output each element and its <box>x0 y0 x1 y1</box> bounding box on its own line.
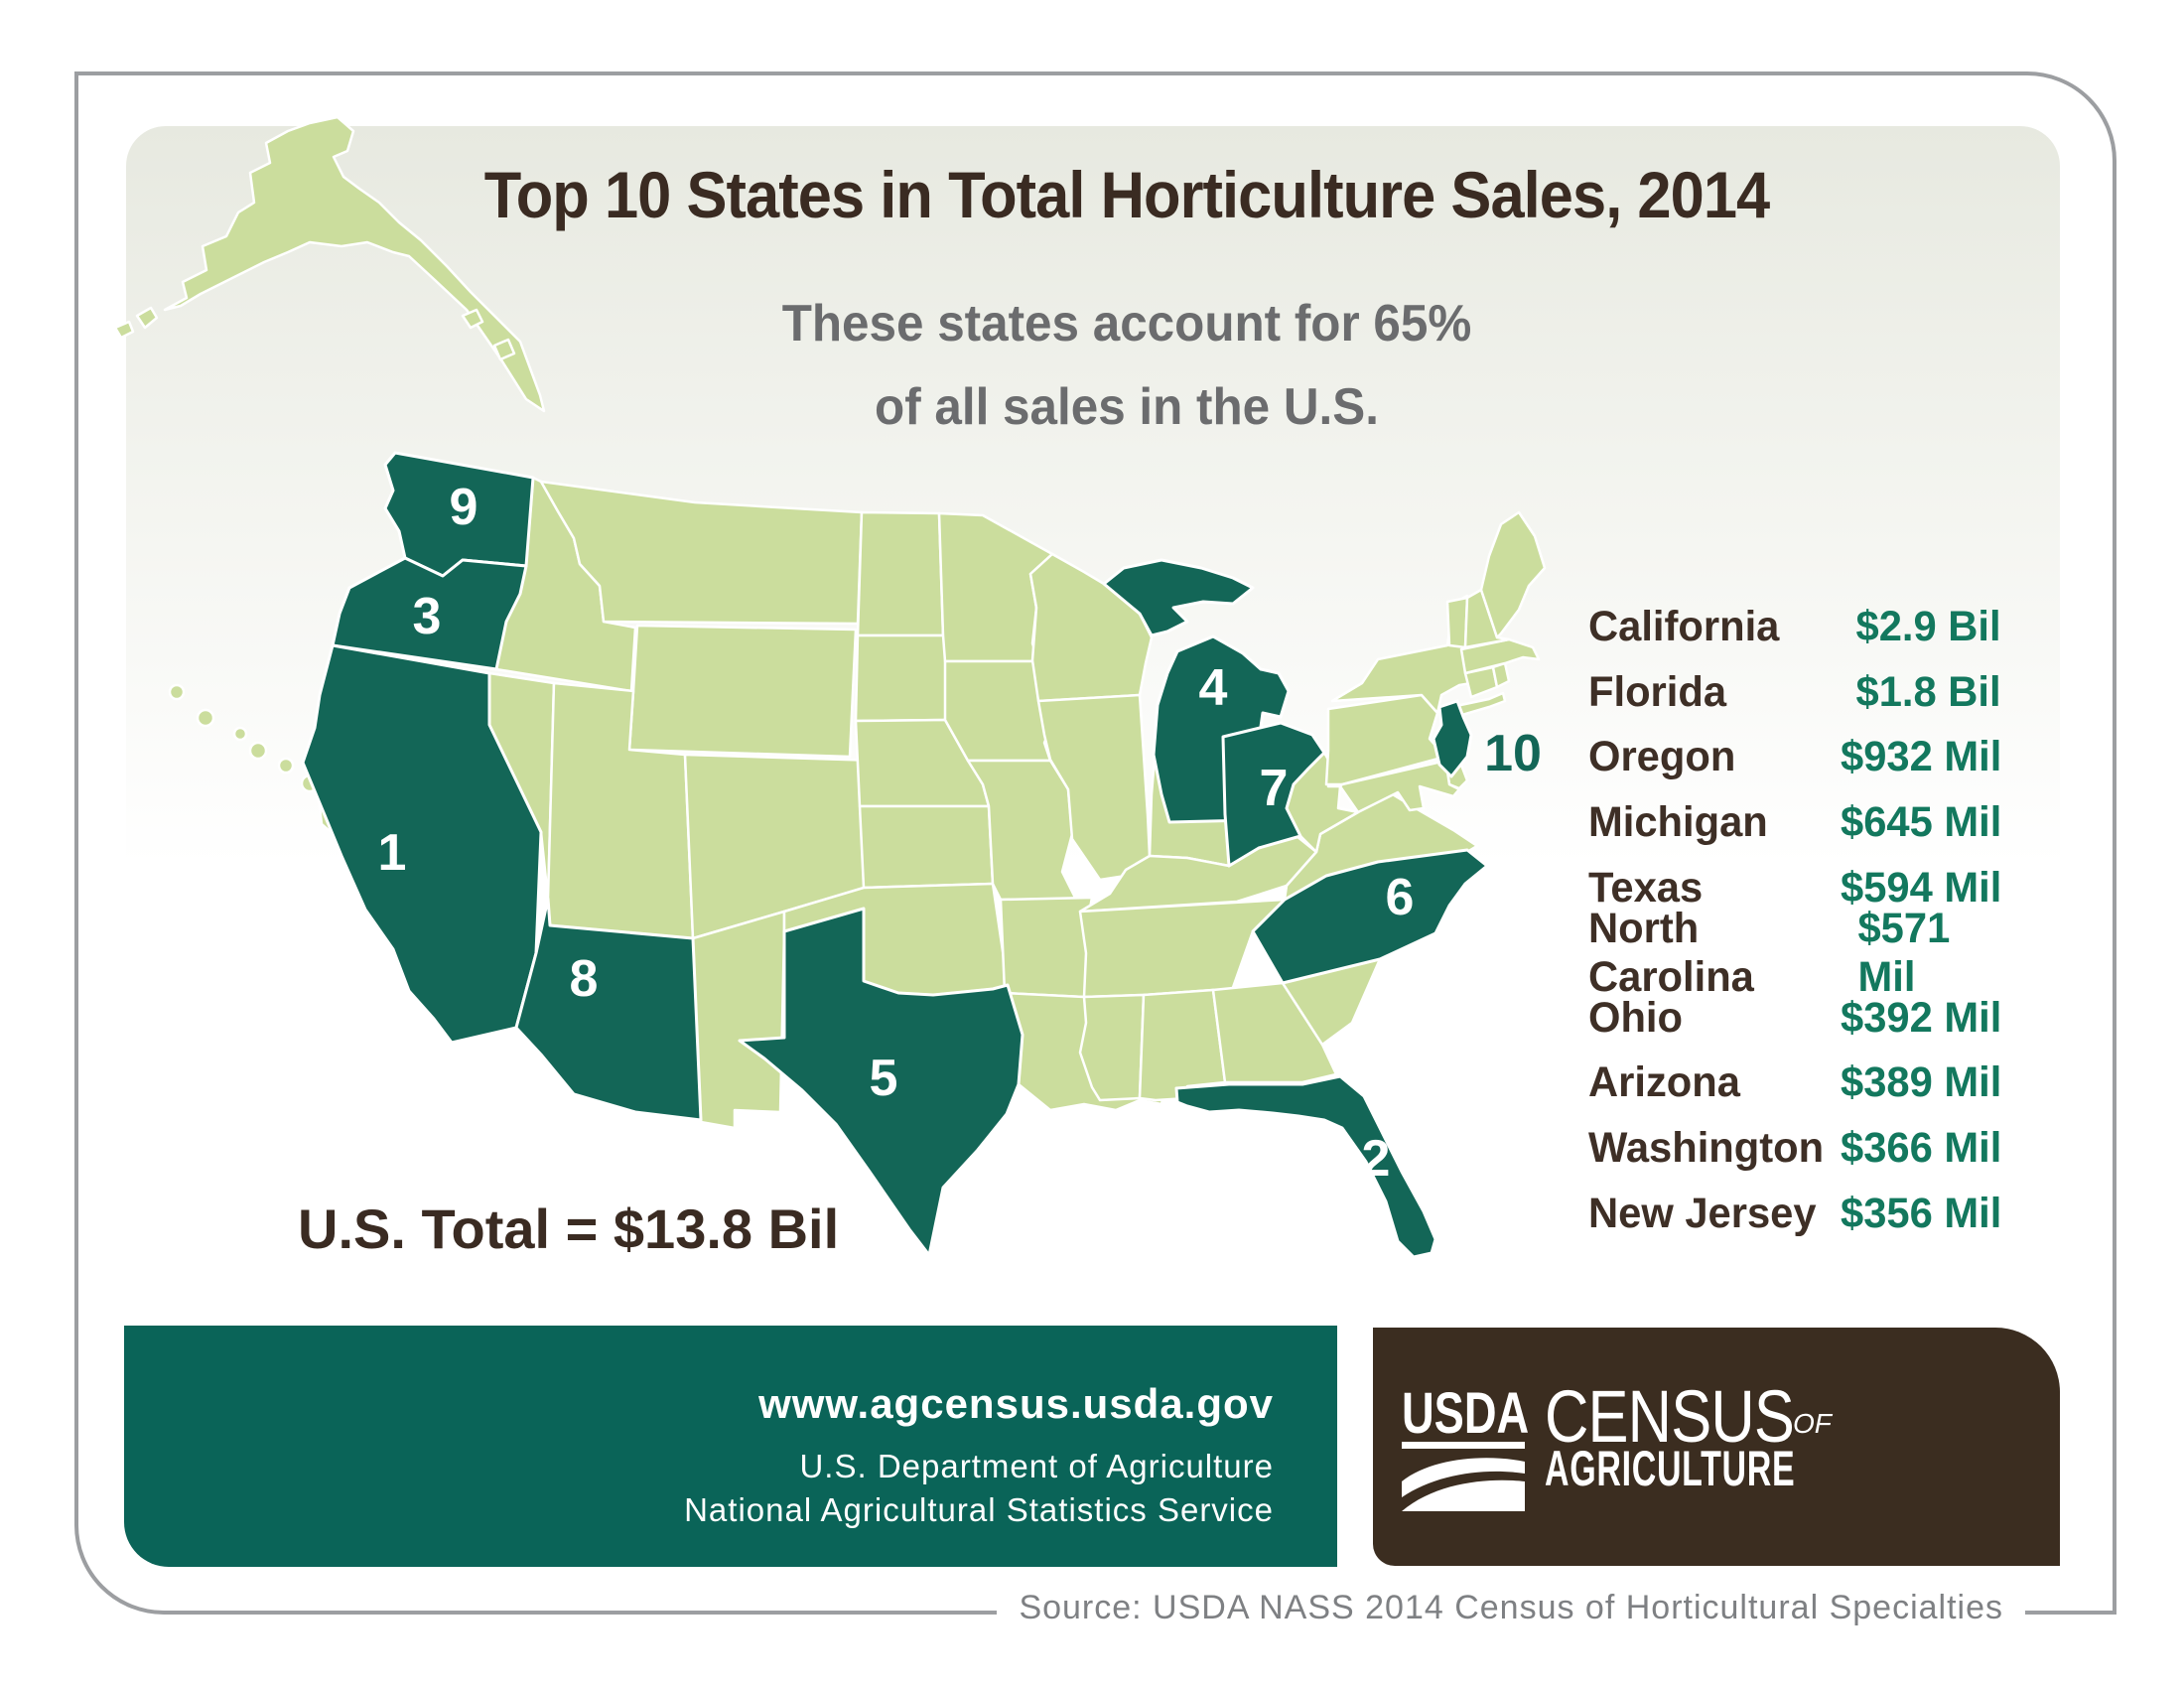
ranking-state: California <box>1588 603 1780 651</box>
ranking-row: Arizona $389 Mil <box>1588 1051 2001 1116</box>
state-texas <box>738 907 1024 1257</box>
state-wyoming <box>627 624 858 759</box>
ranking-value: $389 Mil <box>1840 1058 2001 1107</box>
state-vermont <box>1445 596 1469 649</box>
hawaii-island <box>196 708 215 728</box>
state-california <box>301 643 543 1045</box>
ranking-value: $392 Mil <box>1840 993 2001 1042</box>
state-alaska <box>163 115 546 413</box>
alaska-island <box>113 320 135 340</box>
state-illinois <box>1036 693 1152 882</box>
ranking-value: $2.9 Bil <box>1855 603 2001 651</box>
usda-wordmark: USDA <box>1402 1381 1530 1446</box>
alaska-island <box>492 338 516 361</box>
footer-service: National Agricultural Statistics Service <box>684 1491 1274 1528</box>
ranking-state: New Jersey <box>1588 1189 1817 1237</box>
footer-department: U.S. Department of Agriculture <box>799 1448 1274 1484</box>
state-north-carolina <box>1251 848 1489 985</box>
hawaii-island <box>168 683 186 701</box>
footer-teal-box <box>124 1326 1337 1567</box>
ranking-row: Oregon $932 Mil <box>1588 725 2001 790</box>
hawaii-island <box>248 741 268 761</box>
map-rank-label-michigan: 4 <box>1199 659 1228 717</box>
map-rank-label-north-carolina: 6 <box>1386 869 1415 926</box>
page-title: Top 10 States in Total Horticulture Sale… <box>483 158 1770 231</box>
ranking-state: Florida <box>1588 667 1727 716</box>
state-tennessee <box>1078 898 1287 999</box>
ranking-row: Washington $366 Mil <box>1588 1116 2001 1182</box>
hawaii-island <box>232 726 248 742</box>
map-rank-label-new-jersey: 10 <box>1484 725 1542 782</box>
map-rank-label-texas: 5 <box>870 1050 898 1107</box>
ranking-value: $571 Mil <box>1857 904 1950 1001</box>
state-south-dakota <box>854 633 953 723</box>
state-florida <box>1174 1074 1437 1259</box>
ranking-row: Michigan $645 Mil <box>1588 790 2001 856</box>
map-rank-label-washington: 9 <box>450 479 478 536</box>
ranking-value: $366 Mil <box>1840 1124 2001 1173</box>
alaska-island <box>135 306 159 330</box>
ranking-row: New Jersey $356 Mil <box>1588 1181 2001 1246</box>
state-north-dakota <box>856 510 945 637</box>
ranking-value: $932 Mil <box>1840 733 2001 781</box>
ranking-list: California $2.9 Bil Florida $1.8 Bil Orego… <box>1588 595 2001 1246</box>
state-oregon <box>331 556 528 671</box>
state-new-mexico <box>691 910 786 1130</box>
state-maine <box>1479 510 1547 639</box>
state-alabama <box>1138 988 1227 1102</box>
state-montana <box>539 480 864 626</box>
ranking-state: Arizona <box>1588 1058 1740 1107</box>
hawaii-island <box>277 757 295 774</box>
ranking-row: Ohio $392 Mil <box>1588 986 2001 1052</box>
map-rank-label-oregon: 3 <box>413 588 442 645</box>
us-total: U.S. Total = $13.8 Bil <box>298 1197 840 1260</box>
state-arizona <box>514 897 703 1122</box>
agriculture-text: AGRICULTURE <box>1545 1441 1796 1496</box>
state-new-hampshire <box>1463 588 1511 649</box>
map-rank-label-arizona: 8 <box>570 950 599 1008</box>
source-note: Source: USDA NASS 2014 Census of Horticu… <box>997 1589 2025 1627</box>
state-ohio <box>1221 721 1326 868</box>
ranking-row: North Carolina $571 Mil <box>1588 905 2001 1001</box>
state-michigan-upper <box>1102 558 1255 637</box>
state-wisconsin <box>1028 552 1154 703</box>
ranking-state: Texas <box>1588 863 1704 912</box>
map-rank-label-california: 1 <box>378 824 407 882</box>
ranking-value: $1.8 Bil <box>1855 667 2001 716</box>
alaska-island <box>461 308 484 330</box>
map-rank-label-ohio: 7 <box>1260 760 1289 817</box>
usda-field-swoosh-icon <box>1402 1458 1525 1511</box>
ranking-state: Michigan <box>1588 798 1768 847</box>
state-arkansas <box>999 896 1094 999</box>
state-massachusetts <box>1459 637 1541 675</box>
ranking-value: $356 Mil <box>1840 1189 2001 1237</box>
map-rank-label-florida: 2 <box>1362 1130 1391 1188</box>
subtitle-line2: of all sales in the U.S. <box>875 378 1379 436</box>
ranking-row: Texas $594 Mil <box>1588 855 2001 920</box>
state-kansas <box>858 804 995 890</box>
subtitle-line1: These states account for 65% <box>781 295 1472 352</box>
census-text: CENSUS <box>1545 1375 1795 1458</box>
ranking-row: Florida $1.8 Bil <box>1588 660 2001 726</box>
ranking-state: Ohio <box>1588 993 1683 1042</box>
of-text: OF <box>1793 1408 1832 1439</box>
ranking-state: Oregon <box>1588 733 1736 781</box>
ranking-state: Washington <box>1588 1124 1825 1173</box>
ranking-state: North Carolina <box>1588 904 1754 1001</box>
footer-url[interactable]: www.agcensus.usda.gov <box>758 1380 1274 1427</box>
ranking-value: $645 Mil <box>1840 798 2001 847</box>
state-new-jersey <box>1432 699 1473 778</box>
ranking-row: California $2.9 Bil <box>1588 595 2001 660</box>
usda-underline <box>1402 1442 1525 1449</box>
ranking-value: $594 Mil <box>1840 863 2001 912</box>
